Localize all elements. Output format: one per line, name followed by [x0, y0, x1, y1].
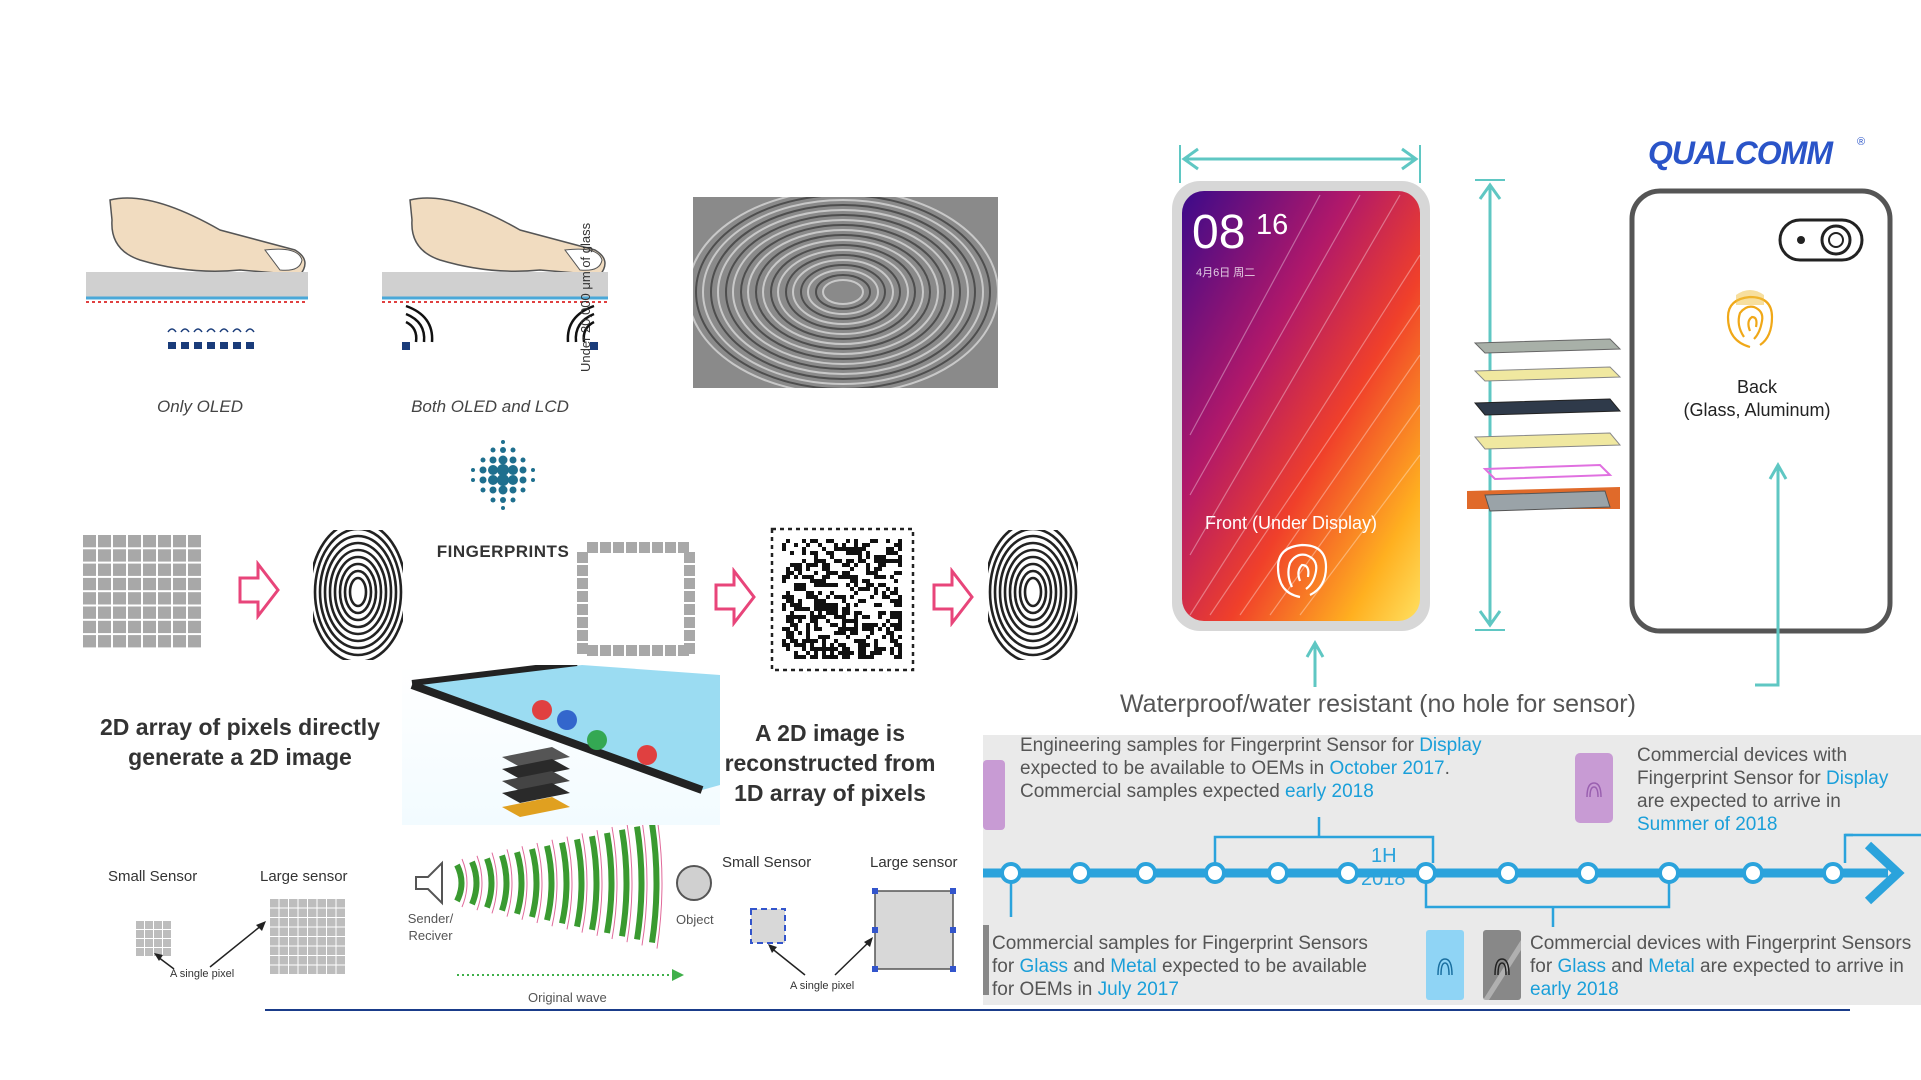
clock-date: 4月6日 周二: [1196, 267, 1256, 279]
ultrasonic-wave-diagram: [402, 817, 720, 1005]
qualcomm-logo: QUALCOMM: [1648, 135, 1833, 171]
arrow-right-icon: [712, 566, 757, 632]
phone-exploded-stack-icon: [410, 660, 720, 817]
pixel-grid-2d-icon: [83, 535, 201, 648]
pixel-ring-1d-icon: [577, 542, 695, 656]
small-sensor-label: Small Sensor: [108, 868, 198, 885]
sensor-box-comparison-icon: [750, 888, 956, 976]
phone-front-back-diagram: [1172, 145, 1893, 687]
ultrasonic-wave-icon: [415, 817, 712, 981]
fingerprint-result-icon: [308, 520, 408, 665]
ultrasonic-fingerprint-image: [693, 197, 998, 388]
clock-hour: 08: [1192, 206, 1246, 259]
reconstructed-noise-image: [770, 527, 915, 672]
both-oled-lcd-caption: Both OLED and LCD: [411, 397, 569, 416]
fingerprint-scan-icon: [693, 197, 998, 388]
sensor-size-comparison-left: [130, 895, 360, 985]
pixel-ring-1d: [575, 540, 697, 658]
registered-mark: ®: [1857, 136, 1866, 148]
bottom-rule: [265, 1009, 1850, 1011]
caption-1d-array: A 2D image is reconstructed from 1D arra…: [724, 720, 936, 806]
original-wave-label: Original wave: [528, 990, 607, 1005]
fingerprints-dot-logo-icon: [471, 440, 535, 510]
timeline-center-label-2018: 2018: [1361, 868, 1406, 890]
glass-thickness-label: Under 20,000 μm of glass: [578, 222, 593, 372]
milestone-display-engineering-samples: Engineering samples for Fingerprint Sens…: [1020, 735, 1482, 802]
optical-sensing-diagram: [80, 180, 320, 360]
milestone-glass-metal-samples: Commercial samples for Fingerprint Senso…: [992, 933, 1368, 1000]
arrow-right-icon: [930, 566, 975, 632]
finger-on-glass-icon: [86, 197, 308, 349]
caption-2d-array: 2D array of pixels directly generate a 2…: [100, 714, 380, 770]
ultrasonic-sensing-diagram: [380, 180, 620, 360]
reconstructed-image-icon: [770, 527, 915, 672]
milestone-glass-metal-devices: Commercial devices with Fingerprint Sens…: [1530, 933, 1912, 1000]
small-sensor-label: Small Sensor: [722, 854, 812, 871]
clock-minute: 16: [1256, 209, 1289, 241]
sender-receiver-label: Sender/ Reciver: [407, 911, 454, 943]
object-label: Object: [676, 912, 714, 927]
back-label-line1: Back: [1736, 377, 1778, 397]
single-pixel-label: A single pixel: [790, 980, 855, 992]
back-label-line2: (Glass, Aluminum): [1683, 400, 1831, 420]
large-sensor-label: Large sensor: [870, 854, 958, 871]
phone-stack-image: [402, 660, 720, 825]
phone-diagram: [1150, 135, 1910, 725]
sensor-size-comparison-right: [745, 885, 960, 990]
front-under-display-label: Front (Under Display): [1205, 513, 1378, 533]
fingerprint-result-icon: [983, 520, 1083, 665]
milestone-display-commercial-devices: Commercial devices with Fingerprint Sens…: [1637, 745, 1889, 835]
only-oled-caption: Only OLED: [157, 397, 243, 416]
large-sensor-label: Large sensor: [260, 868, 348, 885]
timeline-axis: [983, 753, 1921, 1000]
fingerprints-logo: [458, 432, 548, 532]
waterproof-label: Waterproof/water resistant (no hole for …: [1120, 690, 1636, 718]
timeline-center-label-1h: 1H: [1371, 845, 1397, 867]
finger-on-glass-icon: [382, 197, 608, 350]
fingerprints-logo-text: FINGERPRINTS: [436, 542, 570, 561]
arrow-right-icon: [236, 559, 281, 625]
pixel-grid-2d: [83, 535, 203, 650]
sensor-grid-comparison-icon: [136, 899, 345, 974]
single-pixel-label: A single pixel: [170, 968, 235, 980]
timeline-graphic: [983, 735, 1921, 1005]
